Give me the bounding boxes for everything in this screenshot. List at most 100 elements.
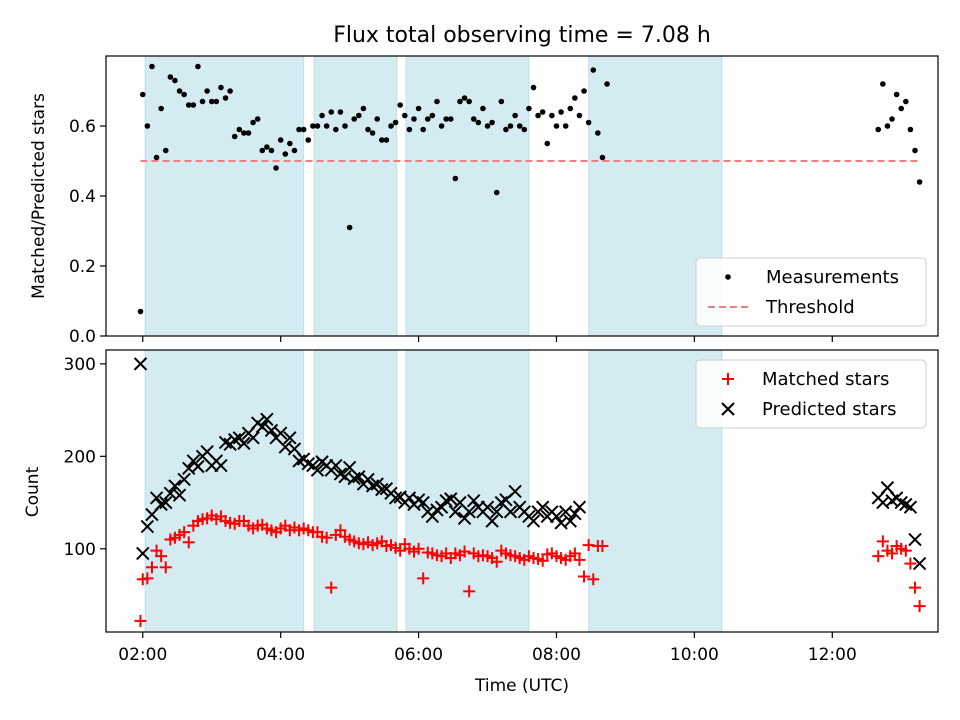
x-stroke-b (876, 495, 890, 510)
x-stroke-b (508, 484, 522, 499)
measurement-point (208, 98, 215, 105)
measurement-point (585, 119, 592, 126)
predicted-stars-point (260, 412, 274, 427)
measurement-point (167, 74, 174, 80)
measurement-point (383, 137, 390, 143)
measurement-point (889, 116, 895, 122)
predicted-stars-point (301, 457, 315, 471)
top-y-axis-label: Matched/Predicted stars (29, 93, 49, 299)
legend-matched-marker (722, 373, 734, 385)
measurement-point (137, 308, 144, 315)
legend-predicted-label: Predicted stars (762, 399, 896, 420)
shaded-interval (144, 55, 305, 337)
matched-stars-point (596, 540, 609, 553)
x-stroke-b (273, 426, 288, 440)
measurement-point (241, 130, 247, 136)
measurement-point (185, 102, 192, 108)
measurement-point (507, 123, 514, 129)
matched-stars-point (899, 544, 912, 557)
measurement-point (434, 98, 440, 105)
measurement-point (484, 123, 491, 129)
predicted-stars-point (352, 469, 366, 484)
measurement-point (415, 105, 422, 112)
predicted-stars-point (462, 505, 476, 519)
x-stroke-b (133, 357, 148, 371)
predicted-stars-point (908, 532, 922, 547)
measurement-point (351, 116, 358, 122)
matched-stars-point (458, 545, 471, 558)
predicted-stars-point (912, 556, 927, 571)
predicted-stars-point (444, 492, 458, 506)
y-tick-label: 100 (64, 540, 96, 560)
x-stroke-b (503, 505, 518, 519)
top-legend: Measurements Threshold (695, 257, 927, 327)
x-stroke-b (549, 509, 564, 524)
matched-stars-point (463, 585, 476, 598)
measurement-point (420, 126, 426, 133)
measurement-point (880, 81, 886, 87)
bottom-series (133, 357, 927, 627)
x-stroke-b (214, 458, 228, 473)
x-stroke-b (365, 479, 380, 493)
measurement-point (172, 77, 178, 84)
measurement-point (342, 123, 348, 129)
measurement-point (884, 123, 891, 129)
x-stroke-b (457, 511, 472, 525)
measurement-point (369, 130, 376, 136)
measurement-point (379, 137, 385, 143)
x-stroke-b (287, 442, 302, 456)
y-tick-label: 300 (64, 355, 96, 375)
predicted-stars-point (549, 509, 564, 524)
matched-stars-point (178, 526, 191, 539)
measurement-point (875, 126, 882, 133)
predicted-stars-point (480, 500, 495, 514)
measurement-point (558, 109, 564, 115)
measurement-point (493, 189, 500, 196)
measurement-point (581, 88, 587, 94)
top-panel: 0.0 0.2 0.4 0.6 Matched/Predicted stars Mea… (29, 55, 939, 347)
predicted-stars-point (218, 435, 233, 450)
matched-stars-point (876, 535, 889, 548)
predicted-stars-point (159, 495, 173, 510)
measurement-point (314, 123, 321, 129)
measurement-point (213, 98, 220, 105)
measurement-point (907, 126, 914, 133)
x-stroke-b (255, 420, 269, 434)
x-stroke-b (182, 461, 196, 476)
x-stroke-b (563, 514, 577, 528)
measurement-point (539, 109, 546, 115)
predicted-stars-point (361, 472, 375, 487)
x-stroke-b (172, 488, 187, 502)
measurement-point (503, 126, 509, 133)
measurement-point (461, 95, 468, 101)
x-stroke-b (264, 423, 279, 438)
x-stroke-b (154, 497, 168, 512)
measurement-point (406, 126, 413, 133)
x-stroke-b (342, 460, 357, 475)
measurement-point (576, 112, 583, 119)
x-stroke-b (416, 495, 430, 510)
measurement-point (310, 123, 316, 129)
measurement-point (443, 116, 449, 122)
predicted-stars-point (273, 426, 288, 440)
x-stroke-b (568, 506, 582, 521)
measurement-point (323, 123, 330, 129)
predicted-stars-point (416, 495, 430, 510)
measurement-point (429, 112, 436, 119)
x-stroke-b (444, 492, 458, 506)
predicted-stars-point (563, 514, 577, 528)
matched-stars-point (334, 524, 347, 537)
x-stroke-b (572, 500, 587, 514)
x-stroke-b (912, 556, 927, 571)
measurement-point (268, 147, 275, 154)
predicted-stars-point (154, 497, 168, 512)
predicted-stars-point (503, 505, 518, 519)
x-stroke-b (554, 516, 568, 530)
measurement-point (264, 144, 270, 150)
measurement-point (218, 84, 224, 91)
measurement-point (898, 105, 905, 112)
x-stroke-b (480, 500, 495, 514)
top-x-ticks (142, 336, 833, 342)
measurement-point (466, 98, 472, 105)
